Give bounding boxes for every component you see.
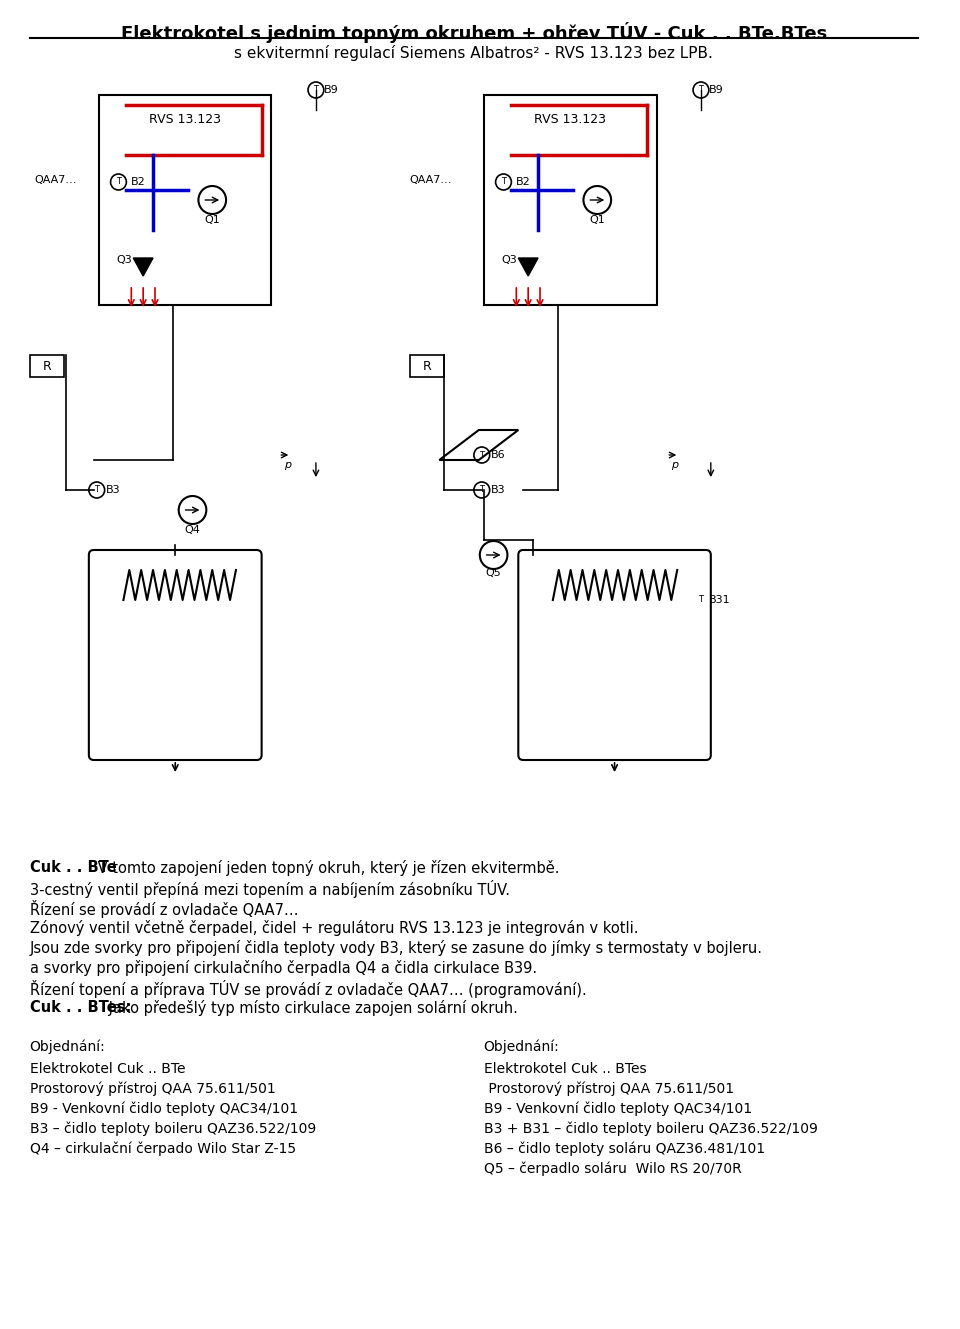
Text: T: T	[94, 485, 99, 494]
Circle shape	[480, 541, 508, 569]
Text: 3-cestný ventil přepíná mezi topením a nabíjením zásobníku TÚV.: 3-cestný ventil přepíná mezi topením a n…	[30, 880, 510, 898]
Circle shape	[199, 186, 226, 214]
Text: Zónový ventil včetně čerpadel, čidel + regulátoru RVS 13.123 je integrován v kot: Zónový ventil včetně čerpadel, čidel + r…	[30, 920, 638, 936]
Text: V tomto zapojení jeden topný okruh, který je řízen ekvitermbě.: V tomto zapojení jeden topný okruh, kter…	[93, 860, 560, 876]
Text: T: T	[501, 178, 506, 186]
Circle shape	[474, 447, 490, 462]
Text: QAA7…: QAA7…	[410, 175, 452, 185]
Circle shape	[693, 591, 708, 607]
Text: B6 – čidlo teploty soláru QAZ36.481/101: B6 – čidlo teploty soláru QAZ36.481/101	[484, 1142, 765, 1156]
Text: Prostorový přístroj QAA 75.611/501: Prostorový přístroj QAA 75.611/501	[484, 1082, 733, 1096]
Circle shape	[584, 186, 612, 214]
Text: T: T	[116, 178, 121, 186]
Text: Objednání:: Objednání:	[30, 1041, 106, 1054]
Text: Q5: Q5	[486, 567, 501, 578]
Text: Jako předešlý typ místo cirkulace zapojen solární okruh.: Jako předešlý typ místo cirkulace zapoje…	[104, 999, 517, 1015]
Text: B9: B9	[708, 85, 724, 94]
Text: R: R	[42, 360, 51, 372]
Text: B2: B2	[132, 177, 146, 187]
Text: R: R	[422, 360, 431, 372]
Text: Q1: Q1	[589, 215, 605, 225]
Text: Q4 – cirkulační čerpado Wilo Star Z-15: Q4 – cirkulační čerpado Wilo Star Z-15	[30, 1142, 296, 1156]
Text: RVS 13.123: RVS 13.123	[149, 113, 221, 126]
Circle shape	[474, 482, 490, 498]
Text: Cuk . . BTe: Cuk . . BTe	[30, 860, 116, 874]
Text: T: T	[313, 85, 319, 94]
Bar	[484, 94, 657, 304]
Text: T: T	[699, 595, 704, 605]
Text: Q3: Q3	[501, 255, 517, 264]
Polygon shape	[518, 258, 538, 276]
Circle shape	[495, 174, 512, 190]
Text: Cuk . . BTes:: Cuk . . BTes:	[30, 999, 131, 1015]
Text: s ekvitermní regulací Siemens Albatros² - RVS 13.123 bez LPB.: s ekvitermní regulací Siemens Albatros² …	[234, 45, 713, 61]
FancyBboxPatch shape	[518, 550, 710, 760]
Text: Řízení topení a příprava TÚV se provádí z ovladače QAA7… (programování).: Řízení topení a příprava TÚV se provádí …	[30, 979, 587, 998]
Polygon shape	[133, 258, 153, 276]
Text: Jsou zde svorky pro připojení čidla teploty vody B3, který se zasune do jímky s : Jsou zde svorky pro připojení čidla tepl…	[30, 940, 762, 956]
Text: a svorky pro připojení cirkulačního čerpadla Q4 a čidla cirkulace B39.: a svorky pro připojení cirkulačního čerp…	[30, 960, 537, 975]
Text: B3: B3	[491, 485, 505, 494]
Circle shape	[110, 174, 127, 190]
Circle shape	[308, 82, 324, 98]
Circle shape	[693, 82, 708, 98]
Text: p: p	[284, 460, 292, 470]
Bar	[410, 355, 444, 377]
Text: B9 - Venkovní čidlo teploty QAC34/101: B9 - Venkovní čidlo teploty QAC34/101	[484, 1102, 752, 1116]
Text: Elektrokotel Cuk .. BTes: Elektrokotel Cuk .. BTes	[484, 1062, 646, 1076]
Text: B2: B2	[516, 177, 531, 187]
Text: Elektrokotel Cuk .. BTe: Elektrokotel Cuk .. BTe	[30, 1062, 185, 1076]
Text: B6: B6	[491, 451, 505, 460]
Text: Elektrokotel s jednim topným okruhem + ohřev TÚV - Cuk . . BTe.BTes: Elektrokotel s jednim topným okruhem + o…	[121, 23, 827, 43]
Text: Řízení se provádí z ovladače QAA7…: Řízení se provádí z ovladače QAA7…	[30, 900, 299, 918]
Text: Q3: Q3	[116, 255, 132, 264]
Text: Objednání:: Objednání:	[484, 1041, 560, 1054]
Text: B31: B31	[708, 595, 731, 605]
Text: p: p	[671, 460, 679, 470]
Text: Prostorový přístroj QAA 75.611/501: Prostorový přístroj QAA 75.611/501	[30, 1082, 276, 1096]
FancyBboxPatch shape	[89, 550, 262, 760]
Text: B9: B9	[324, 85, 339, 94]
Text: T: T	[479, 451, 484, 460]
Text: Q5 – čerpadlo soláru  Wilo RS 20/70R: Q5 – čerpadlo soláru Wilo RS 20/70R	[484, 1162, 741, 1176]
Text: T: T	[699, 85, 704, 94]
Text: Q1: Q1	[204, 215, 220, 225]
Circle shape	[179, 496, 206, 524]
Bar	[99, 94, 272, 304]
Text: T: T	[479, 485, 484, 494]
Text: Q4: Q4	[184, 525, 201, 536]
Text: QAA7…: QAA7…	[35, 175, 77, 185]
Text: RVS 13.123: RVS 13.123	[534, 113, 606, 126]
Text: B3: B3	[106, 485, 120, 494]
Text: B3 + B31 – čidlo teploty boileru QAZ36.522/109: B3 + B31 – čidlo teploty boileru QAZ36.5…	[484, 1122, 818, 1136]
Text: B9 - Venkovní čidlo teploty QAC34/101: B9 - Venkovní čidlo teploty QAC34/101	[30, 1102, 298, 1116]
Text: B3 – čidlo teploty boileru QAZ36.522/109: B3 – čidlo teploty boileru QAZ36.522/109	[30, 1122, 316, 1136]
Bar	[30, 355, 64, 377]
Circle shape	[89, 482, 105, 498]
